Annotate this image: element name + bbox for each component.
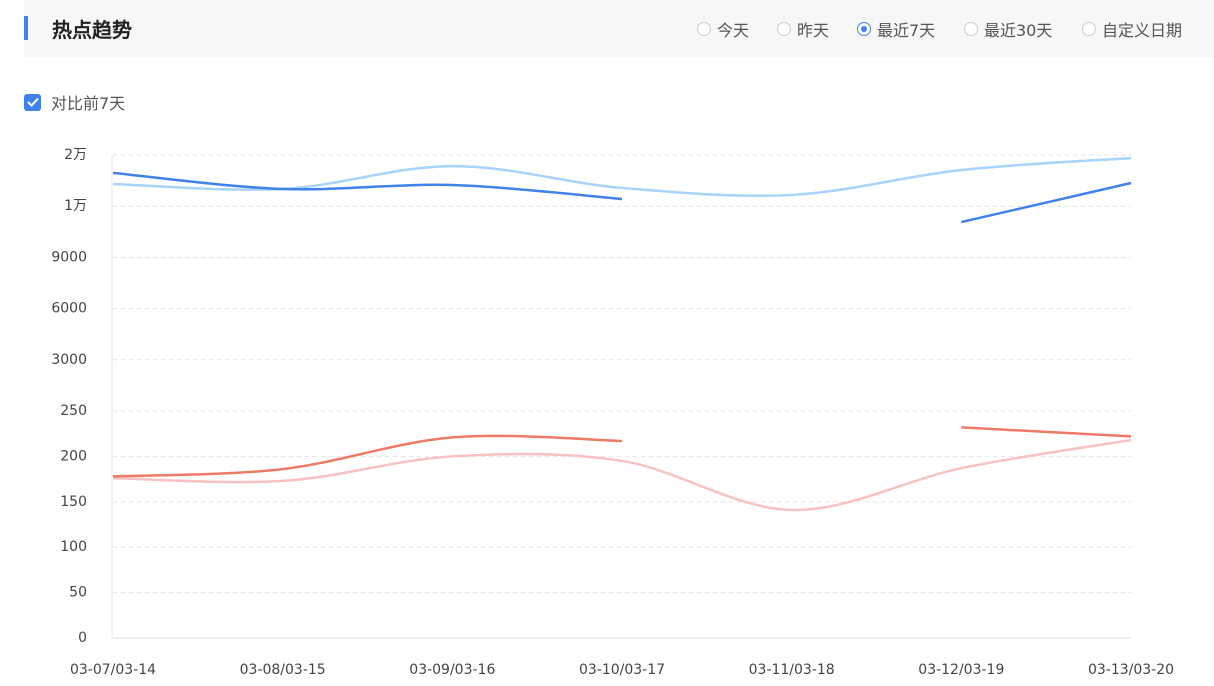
radio-option[interactable]: 自定义日期: [1082, 17, 1182, 41]
y-tick-label: 150: [60, 494, 87, 510]
y-tick-label: 3000: [51, 352, 87, 368]
x-tick-label: 03-08/03-15: [240, 662, 326, 678]
y-tick-label: 50: [69, 585, 87, 601]
radio-label: 最近30天: [984, 21, 1053, 40]
line-series: [112, 171, 1132, 224]
accent-bar: [24, 16, 28, 40]
line-series: [112, 438, 1132, 512]
radio-option[interactable]: 最近30天: [964, 17, 1052, 41]
radio-option[interactable]: 最近7天: [857, 17, 935, 41]
radio-option[interactable]: 今天: [697, 17, 749, 41]
checkbox[interactable]: [24, 93, 41, 111]
y-tick-label: 9000: [51, 249, 87, 265]
checkbox-label: 对比前7天: [51, 94, 126, 113]
radio-option[interactable]: 昨天: [777, 17, 829, 41]
line-series: [112, 156, 1132, 198]
radio-label: 今天: [717, 21, 750, 40]
y-tick-label: 100: [60, 539, 87, 555]
title: 热点趋势: [52, 18, 132, 42]
y-tick-label: 200: [60, 448, 87, 464]
radio-label: 昨天: [797, 21, 830, 40]
compare-checkbox[interactable]: 对比前7天: [24, 90, 125, 114]
radio-label: 自定义日期: [1102, 21, 1183, 40]
y-tick-label: 2万: [64, 147, 87, 163]
x-tick-label: 03-07/03-14: [70, 662, 156, 678]
x-tick-label: 03-09/03-16: [409, 662, 495, 678]
y-tick-label: 1万: [64, 198, 87, 214]
header: 热点趋势: [24, 0, 1214, 57]
x-tick-label: 03-10/03-17: [579, 662, 665, 678]
y-tick-label: 250: [60, 403, 87, 419]
x-tick-label: 03-12/03-19: [918, 662, 1004, 678]
line-series: [112, 426, 1132, 478]
x-tick-label: 03-13/03-20: [1088, 662, 1174, 678]
y-tick-label: 0: [78, 630, 87, 646]
y-tick-label: 6000: [51, 301, 87, 317]
radio-label: 最近7天: [877, 21, 936, 40]
x-tick-label: 03-11/03-18: [749, 662, 835, 678]
